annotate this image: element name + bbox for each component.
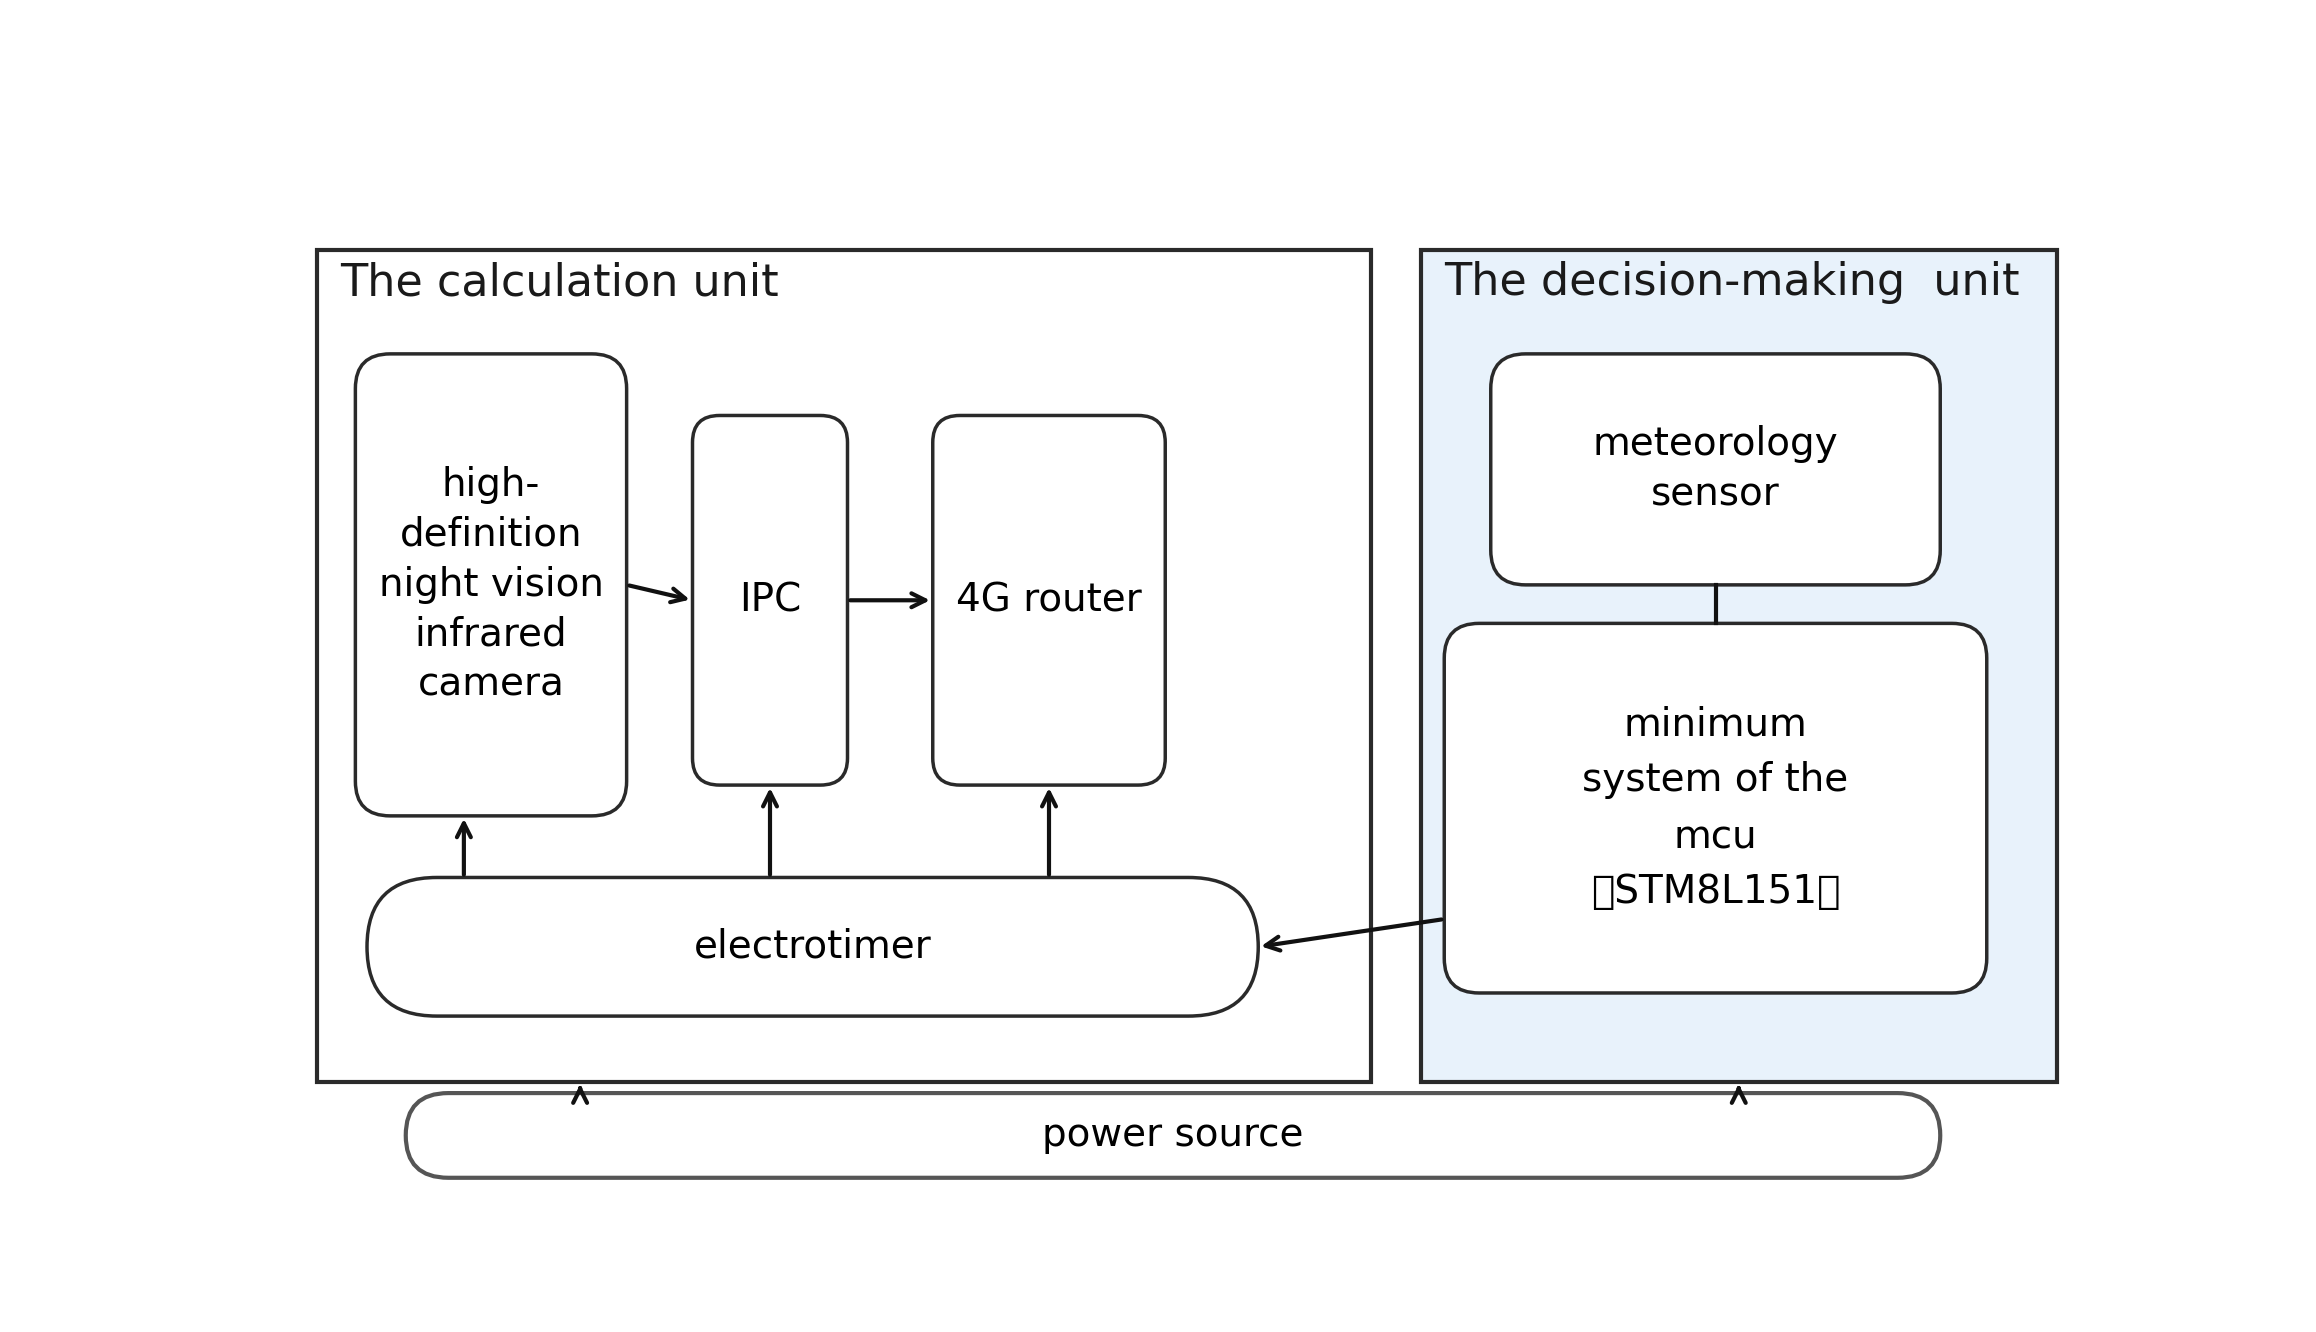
Text: IPC: IPC: [739, 581, 801, 619]
FancyBboxPatch shape: [933, 416, 1165, 785]
Text: minimum
system of the
mcu
（STM8L151）: minimum system of the mcu （STM8L151）: [1582, 705, 1848, 911]
FancyBboxPatch shape: [1422, 250, 2057, 1082]
FancyBboxPatch shape: [405, 1094, 1941, 1177]
Text: high-
definition
night vision
infrared
camera: high- definition night vision infrared c…: [378, 466, 604, 703]
FancyBboxPatch shape: [692, 416, 848, 785]
FancyBboxPatch shape: [354, 354, 628, 817]
Text: power source: power source: [1042, 1116, 1304, 1155]
Text: 4G router: 4G router: [957, 581, 1142, 619]
FancyBboxPatch shape: [317, 250, 1371, 1082]
FancyBboxPatch shape: [1445, 623, 1987, 992]
Text: meteorology
sensor: meteorology sensor: [1593, 425, 1839, 513]
Text: The calculation unit: The calculation unit: [340, 261, 778, 305]
Text: The decision-making  unit: The decision-making unit: [1445, 261, 2020, 305]
FancyBboxPatch shape: [1492, 354, 1941, 585]
FancyBboxPatch shape: [366, 878, 1258, 1016]
Text: electrotimer: electrotimer: [695, 928, 931, 966]
